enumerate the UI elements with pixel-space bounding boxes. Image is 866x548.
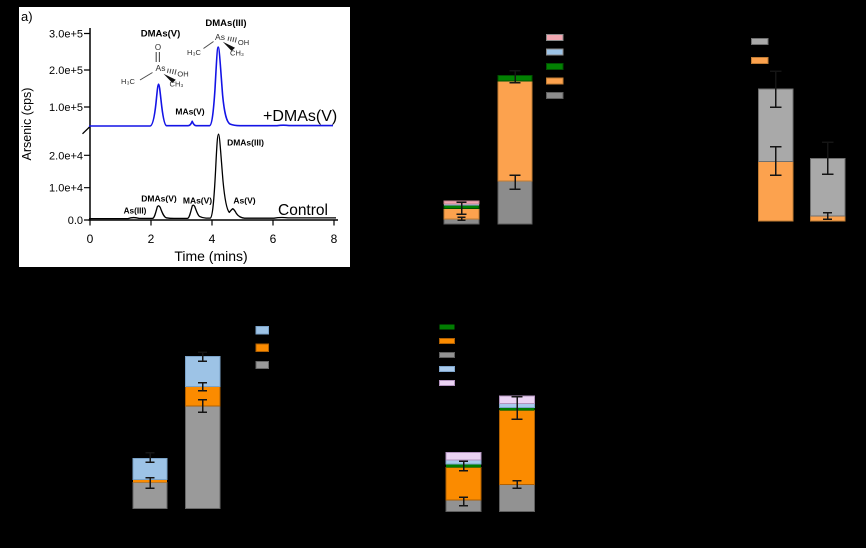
bond-h3c-as — [139, 72, 153, 81]
peak-label-dmas-iii-control: DMAs(III) — [227, 138, 264, 148]
dmas-iii-structure: As H₃C OH CH₃ — [187, 32, 249, 58]
atom-oh: OH — [238, 38, 249, 47]
peak-label-as-iii-control: As(III) — [124, 207, 147, 216]
spiked-trace — [89, 46, 333, 127]
legend-swatch-orange — [750, 56, 769, 64]
legend-swatch-green — [546, 62, 564, 70]
legend-swatch-blue — [546, 48, 564, 56]
x-tick-label: 2 — [148, 232, 155, 246]
chart-e — [438, 324, 536, 512]
chart-d — [132, 326, 270, 509]
chart-b-legend — [546, 33, 564, 99]
bar-segment-orange — [445, 466, 482, 501]
atom-ch3: CH₃ — [170, 80, 184, 89]
legend-swatch-pink — [546, 33, 564, 41]
spiked-trace-label: +DMAs(V) — [263, 108, 337, 125]
x-axis-ticks — [89, 220, 335, 226]
panel-a-chromatogram: a) Arsenic (cps) Time (mins) 3.0e+5 2.0e… — [19, 7, 350, 267]
hash-bond-oh — [166, 68, 177, 75]
legend-swatch-gray — [546, 91, 564, 99]
bond-h3c-as — [203, 41, 214, 49]
x-axis-title: Time (mins) — [174, 248, 247, 264]
control-trace-label: Control — [278, 202, 328, 219]
bar-segment-gray — [184, 405, 221, 509]
peak-label-mas-v-spiked: MAs(V) — [175, 107, 204, 117]
atom-o: O — [155, 43, 161, 52]
atom-h3c: H₃C — [121, 77, 135, 86]
bar-segment-orange — [498, 410, 536, 485]
x-tick-label: 6 — [270, 232, 277, 246]
dmas-v-structure: O As H₃C OH CH₃ — [121, 43, 189, 89]
legend-swatch-blue — [255, 326, 270, 335]
y-tick-label: 3.0e+5 — [49, 29, 83, 41]
chart-c-error-bars — [770, 70, 834, 220]
legend-swatch-pink — [438, 380, 456, 387]
panel-a-background — [19, 7, 350, 267]
y-tick-label: 2.0e+5 — [49, 65, 83, 77]
legend-swatch-orange — [438, 337, 456, 344]
x-tick-label: 8 — [331, 232, 338, 246]
axis-break-mark — [82, 126, 90, 135]
atom-oh: OH — [177, 70, 188, 79]
chart-d-legend — [255, 326, 270, 370]
legend-swatch-green — [439, 324, 455, 330]
chart-b-error-bars — [456, 69, 521, 222]
peak-label-mas-v-control: MAs(V) — [183, 196, 212, 206]
wedge-bond-ch3 — [222, 41, 235, 51]
hash-bond-oh — [227, 36, 237, 43]
legend-swatch-gray — [438, 351, 456, 358]
chart-c — [750, 37, 846, 222]
legend-swatch-orange — [255, 343, 270, 352]
atom-ch3: CH₃ — [230, 49, 244, 58]
chart-b — [443, 33, 564, 225]
double-bond — [155, 52, 160, 62]
peak-label-dmas-v-control: DMAs(V) — [141, 194, 177, 204]
y-axis-ticks — [84, 32, 90, 221]
legend-swatch-blue — [438, 366, 456, 373]
x-tick-label: 0 — [87, 232, 94, 246]
wedge-bond-ch3 — [163, 73, 176, 83]
bar-segment-pink — [445, 452, 482, 461]
bar-segment-gray — [498, 483, 536, 512]
bar-segment-orange — [497, 80, 533, 182]
legend-swatch-gray — [750, 37, 769, 45]
y-axis-title: Arsenic (cps) — [20, 88, 34, 161]
peak-label-dmas-v-spiked: DMAs(V) — [141, 29, 181, 40]
peak-label-dmas-iii-spiked: DMAs(III) — [205, 18, 246, 29]
control-trace — [89, 133, 336, 220]
panel-a-label: a) — [21, 9, 33, 24]
legend-swatch-gray — [255, 360, 270, 370]
atom-as: As — [215, 32, 225, 42]
y-tick-label: 1.0e+4 — [49, 183, 83, 195]
chart-e-legend — [438, 324, 456, 387]
atom-as: As — [156, 63, 166, 73]
y-tick-label: 1.0e+5 — [49, 102, 83, 114]
chart-e-error-bars — [459, 395, 523, 507]
x-tick-label: 4 — [209, 232, 216, 246]
y-tick-label: 2.0e+4 — [49, 150, 83, 162]
atom-h3c: H₃C — [187, 48, 201, 57]
chart-b-bar-2 — [497, 75, 533, 225]
chart-d-bar-2 — [184, 356, 221, 509]
peak-label-as-v-control: As(V) — [233, 196, 255, 206]
chart-c-legend — [750, 37, 769, 64]
chart-d-error-bars — [145, 351, 208, 489]
y-tick-label: 0.0 — [68, 215, 83, 227]
legend-swatch-orange — [546, 77, 564, 85]
